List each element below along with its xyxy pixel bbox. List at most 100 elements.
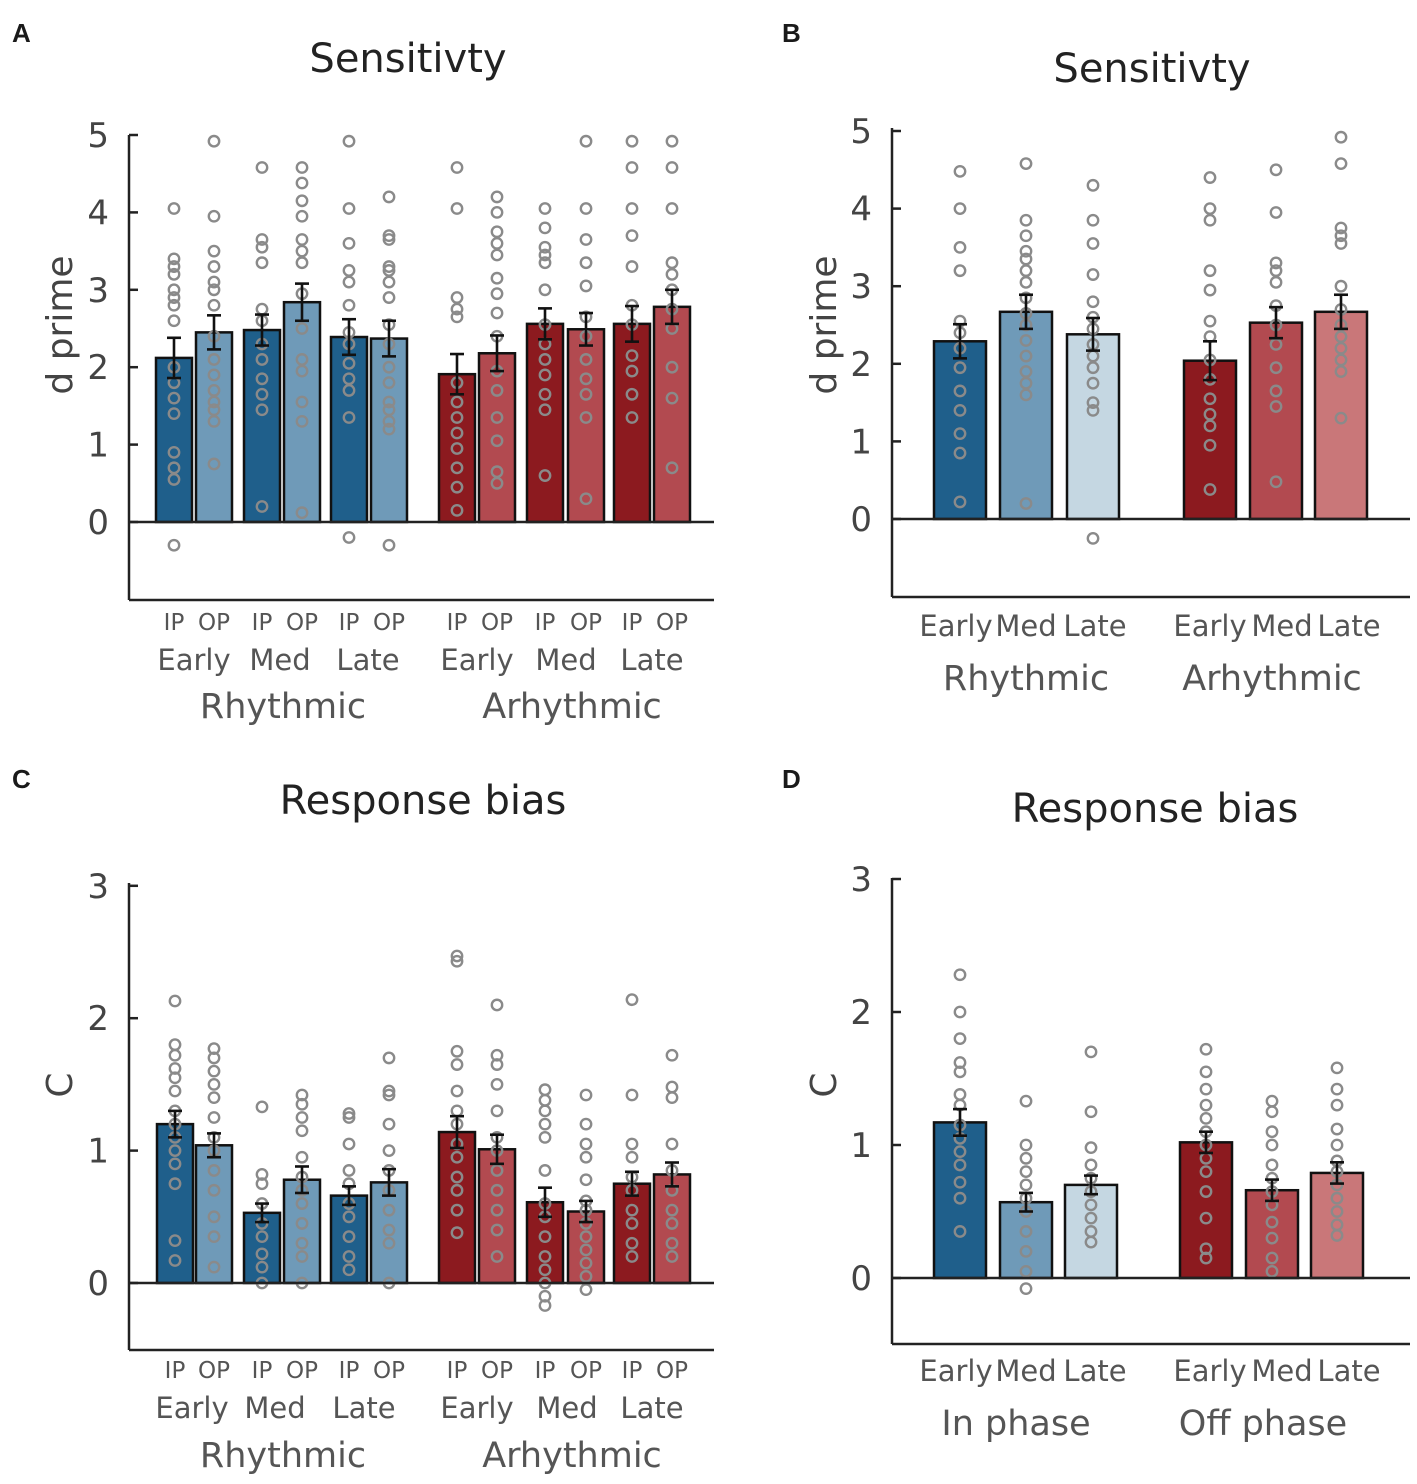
- condition-label: Late: [336, 643, 399, 677]
- data-point: [382, 360, 396, 374]
- data-point: [207, 403, 221, 417]
- data-point: [295, 395, 309, 409]
- data-point: [579, 1230, 593, 1244]
- data-point: [1019, 213, 1033, 227]
- group-label: Rhythmic: [200, 1436, 366, 1476]
- data-point: [953, 1175, 967, 1189]
- data-point: [295, 161, 309, 174]
- data-point: [342, 1164, 356, 1177]
- data-point: [538, 240, 552, 254]
- data-point: [382, 190, 396, 204]
- data-point: [625, 134, 639, 148]
- data-point: [382, 275, 396, 289]
- data-point: [1330, 1082, 1344, 1096]
- panel-letter: B: [782, 18, 801, 48]
- data-point: [1330, 1205, 1344, 1218]
- data-point: [168, 1234, 182, 1248]
- sub-label: IP: [622, 610, 643, 636]
- data-point: [450, 1183, 464, 1197]
- data-point: [295, 244, 309, 258]
- data-point: [255, 240, 269, 254]
- data-point: [1334, 365, 1348, 378]
- data-point: [579, 1117, 593, 1131]
- data-point: [167, 283, 181, 297]
- data-point: [1019, 1282, 1033, 1296]
- data-point: [1203, 419, 1217, 433]
- data-point: [1334, 341, 1348, 355]
- data-point: [382, 1223, 396, 1237]
- data-point: [1330, 1098, 1344, 1112]
- data-point: [450, 1203, 464, 1217]
- data-point: [1086, 376, 1100, 390]
- data-point: [1269, 475, 1283, 489]
- data-point: [490, 1048, 504, 1062]
- data-point: [295, 194, 309, 208]
- data-point: [665, 134, 679, 148]
- data-point: [490, 476, 504, 490]
- sub-label: OP: [198, 610, 230, 636]
- data-point: [295, 353, 309, 366]
- condition-label: Late: [332, 1391, 395, 1425]
- y-tick-label: 1: [87, 426, 109, 466]
- data-point: [490, 248, 504, 262]
- data-point: [953, 202, 967, 216]
- data-point: [295, 1150, 309, 1164]
- condition-label: Med: [535, 643, 596, 677]
- data-point: [665, 256, 679, 270]
- data-point: [1203, 483, 1217, 496]
- data-point: [1199, 1098, 1213, 1112]
- data-point: [665, 1137, 679, 1151]
- data-point: [579, 492, 593, 506]
- data-point: [579, 1256, 593, 1270]
- y-tick-label: 3: [850, 267, 872, 307]
- data-point: [1203, 392, 1217, 406]
- data-point: [450, 503, 464, 517]
- data-point: [207, 1111, 221, 1124]
- data-point: [295, 506, 309, 520]
- data-point: [167, 202, 181, 215]
- data-point: [665, 1236, 679, 1250]
- data-point: [382, 1236, 396, 1250]
- data-point: [255, 387, 269, 401]
- data-point: [450, 954, 464, 968]
- data-point: [342, 264, 356, 277]
- data-point: [490, 434, 504, 448]
- data-point: [207, 353, 221, 366]
- data-point: [168, 1177, 182, 1191]
- data-point: [207, 384, 221, 397]
- data-point: [1019, 1151, 1033, 1165]
- data-point: [450, 461, 464, 475]
- data-point: [1086, 213, 1100, 227]
- data-point: [625, 364, 639, 378]
- data-point: [953, 164, 967, 178]
- data-point: [207, 275, 221, 289]
- data-point: [538, 221, 552, 235]
- data-point: [382, 1144, 396, 1158]
- sub-label: IP: [165, 1358, 186, 1384]
- data-point: [625, 229, 639, 243]
- data-point: [953, 1145, 967, 1159]
- sub-label: IP: [252, 1358, 273, 1384]
- data-point: [1269, 206, 1283, 219]
- data-point: [167, 267, 181, 281]
- data-point: [1265, 1138, 1279, 1152]
- y-tick-label: 4: [850, 190, 872, 230]
- data-point: [1330, 1218, 1344, 1232]
- data-point: [1203, 202, 1217, 216]
- data-point: [295, 1250, 309, 1263]
- data-point: [538, 1117, 552, 1131]
- data-point: [625, 387, 639, 401]
- bar: [612, 1182, 652, 1285]
- data-point: [382, 291, 396, 304]
- data-point: [382, 422, 396, 436]
- data-point: [1019, 244, 1033, 258]
- data-point: [207, 1260, 221, 1274]
- group-label: Arhythmic: [482, 687, 662, 727]
- data-point: [1199, 1082, 1213, 1096]
- data-point: [450, 1104, 464, 1118]
- chart-title: Sensitivty: [1053, 46, 1250, 92]
- data-point: [450, 202, 464, 215]
- data-point: [625, 349, 639, 362]
- sub-label: OP: [570, 1358, 602, 1384]
- data-point: [1334, 330, 1348, 344]
